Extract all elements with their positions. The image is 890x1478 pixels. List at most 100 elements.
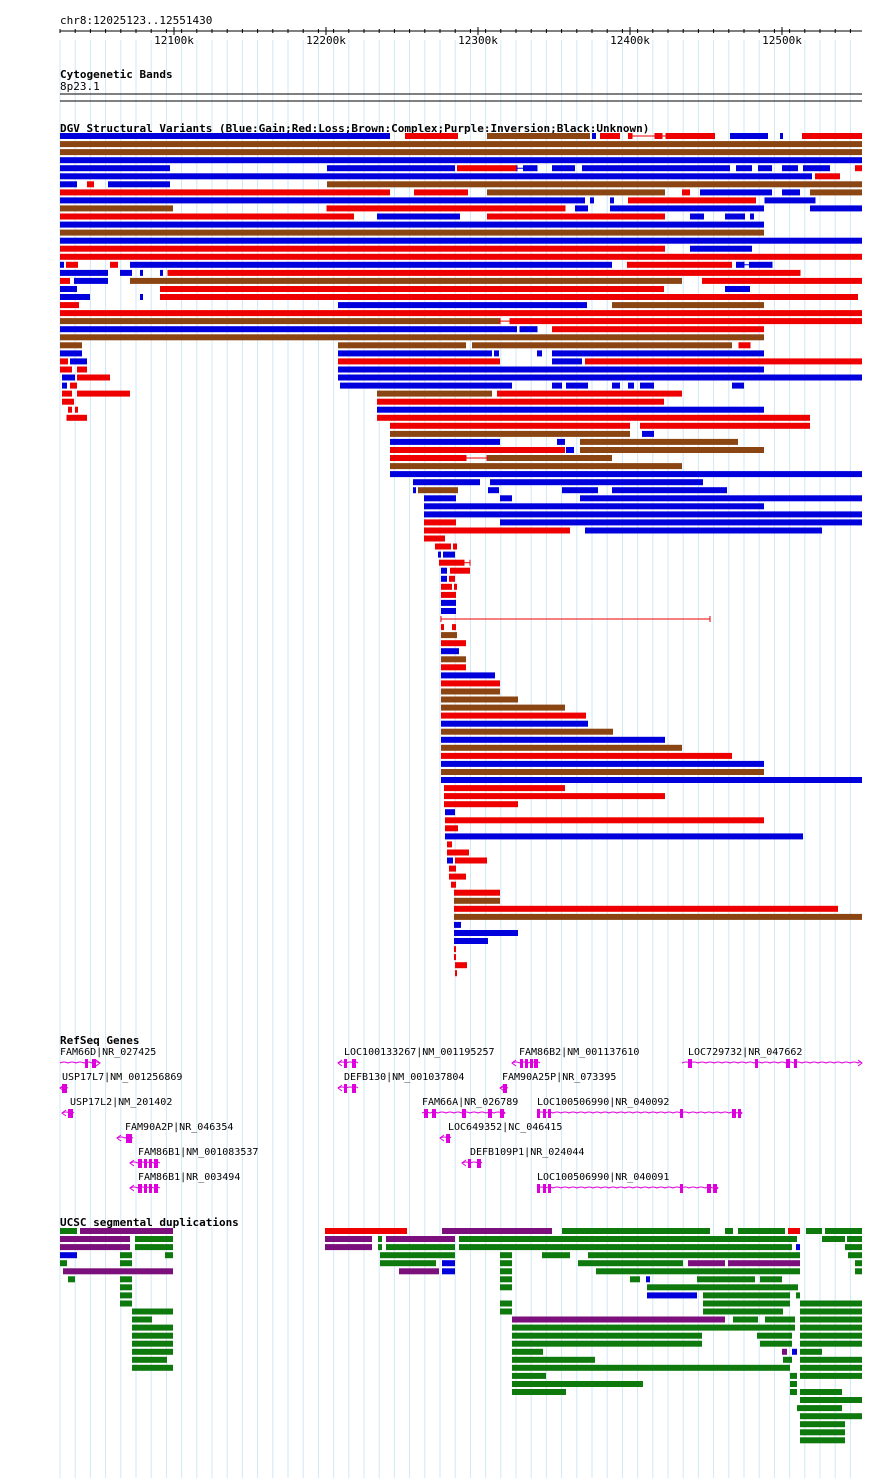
segdup-feature[interactable] bbox=[500, 1260, 512, 1267]
dgv-variant[interactable] bbox=[441, 575, 447, 582]
segdup-feature[interactable] bbox=[512, 1389, 566, 1395]
dgv-variant[interactable] bbox=[424, 511, 862, 518]
dgv-variant[interactable] bbox=[585, 527, 822, 534]
segdup-feature[interactable] bbox=[703, 1300, 790, 1307]
dgv-variant[interactable] bbox=[390, 463, 682, 470]
segdup-feature[interactable] bbox=[760, 1340, 792, 1347]
dgv-variant[interactable] bbox=[736, 261, 744, 268]
segdup-feature[interactable] bbox=[60, 1244, 130, 1251]
dgv-variant[interactable] bbox=[441, 752, 732, 759]
dgv-variant[interactable] bbox=[537, 350, 542, 357]
dgv-variant[interactable] bbox=[782, 189, 800, 196]
dgv-variant[interactable] bbox=[110, 261, 118, 268]
segdup-feature[interactable] bbox=[738, 1228, 785, 1234]
segdup-feature[interactable] bbox=[800, 1389, 842, 1395]
dgv-variant[interactable] bbox=[424, 495, 456, 502]
dgv-variant[interactable] bbox=[610, 197, 614, 204]
dgv-variant[interactable] bbox=[60, 165, 170, 172]
segdup-feature[interactable] bbox=[822, 1236, 845, 1242]
dgv-variant[interactable] bbox=[552, 326, 764, 333]
segdup-feature[interactable] bbox=[60, 1236, 130, 1242]
refseq-gene[interactable]: FAM86B2|NM_001137610 bbox=[511, 1047, 639, 1068]
segdup-feature[interactable] bbox=[800, 1437, 845, 1444]
dgv-variant[interactable] bbox=[414, 189, 468, 196]
dgv-variant[interactable] bbox=[87, 181, 94, 188]
dgv-variant[interactable] bbox=[803, 165, 830, 172]
dgv-variant[interactable] bbox=[810, 189, 862, 196]
dgv-variant[interactable] bbox=[441, 704, 565, 711]
dgv-variant[interactable] bbox=[472, 342, 732, 349]
segdup-feature[interactable] bbox=[512, 1340, 702, 1347]
dgv-variant[interactable] bbox=[449, 873, 466, 880]
segdup-feature[interactable] bbox=[132, 1364, 173, 1371]
segdup-feature[interactable] bbox=[847, 1236, 862, 1242]
dgv-variant[interactable] bbox=[441, 624, 444, 631]
segdup-feature[interactable] bbox=[765, 1316, 795, 1323]
dgv-variant[interactable] bbox=[66, 261, 78, 268]
segdup-feature[interactable] bbox=[512, 1332, 702, 1339]
segdup-feature[interactable] bbox=[800, 1316, 862, 1323]
dgv-variant[interactable] bbox=[60, 261, 64, 268]
dgv-variant[interactable] bbox=[682, 189, 690, 196]
dgv-variant[interactable] bbox=[60, 269, 108, 276]
dgv-variant[interactable] bbox=[758, 165, 772, 172]
refseq-gene[interactable]: DEFB109P1|NR_024044 bbox=[461, 1147, 584, 1168]
dgv-variant[interactable] bbox=[580, 495, 862, 502]
dgv-variant[interactable] bbox=[441, 696, 518, 703]
segdup-feature[interactable] bbox=[800, 1332, 862, 1339]
segdup-feature[interactable] bbox=[135, 1236, 173, 1242]
segdup-feature[interactable] bbox=[800, 1324, 862, 1331]
dgv-variant[interactable] bbox=[612, 382, 620, 389]
dgv-variant[interactable] bbox=[855, 165, 862, 172]
dgv-variant[interactable] bbox=[60, 133, 390, 139]
dgv-variant[interactable] bbox=[566, 382, 588, 389]
dgv-variant[interactable] bbox=[424, 535, 445, 542]
dgv-variant[interactable] bbox=[447, 857, 453, 864]
refseq-gene[interactable]: LOC100506990|NR_040092 bbox=[536, 1097, 743, 1118]
dgv-variant[interactable] bbox=[327, 181, 862, 188]
dgv-variant[interactable] bbox=[60, 141, 862, 148]
segdup-feature[interactable] bbox=[806, 1228, 822, 1234]
dgv-variant[interactable] bbox=[627, 261, 732, 268]
dgv-variant[interactable] bbox=[454, 946, 456, 953]
dgv-variant[interactable] bbox=[338, 366, 764, 373]
dgv-variant[interactable] bbox=[140, 269, 143, 276]
segdup-feature[interactable] bbox=[848, 1252, 862, 1259]
segdup-feature[interactable] bbox=[788, 1228, 800, 1234]
dgv-variant[interactable] bbox=[60, 277, 70, 284]
dgv-variant[interactable] bbox=[62, 398, 74, 405]
dgv-variant[interactable] bbox=[447, 841, 452, 848]
dgv-variant[interactable] bbox=[497, 390, 682, 397]
segdup-feature[interactable] bbox=[855, 1268, 862, 1275]
segdup-feature[interactable] bbox=[60, 1260, 67, 1267]
dgv-variant[interactable] bbox=[441, 712, 586, 719]
dgv-variant[interactable] bbox=[441, 728, 613, 735]
dgv-variant[interactable] bbox=[500, 519, 862, 526]
dgv-variant[interactable] bbox=[782, 165, 798, 172]
segdup-feature[interactable] bbox=[512, 1348, 543, 1355]
dgv-variant[interactable] bbox=[610, 205, 764, 212]
segdup-feature[interactable] bbox=[800, 1308, 862, 1315]
segdup-feature[interactable] bbox=[132, 1348, 173, 1355]
dgv-variant[interactable] bbox=[60, 350, 82, 357]
dgv-variant[interactable] bbox=[552, 350, 764, 357]
dgv-variant[interactable] bbox=[68, 406, 72, 413]
dgv-variant[interactable] bbox=[441, 632, 457, 639]
segdup-feature[interactable] bbox=[800, 1397, 862, 1403]
refseq-gene[interactable]: FAM86B1|NR_003494 bbox=[129, 1172, 240, 1193]
dgv-variant[interactable] bbox=[562, 487, 598, 494]
refseq-gene[interactable]: FAM90A25P|NR_073395 bbox=[499, 1072, 616, 1093]
dgv-variant[interactable] bbox=[418, 487, 458, 494]
dgv-variant[interactable] bbox=[77, 374, 110, 381]
dgv-variant[interactable] bbox=[62, 382, 67, 389]
segdup-feature[interactable] bbox=[512, 1324, 795, 1331]
dgv-variant[interactable] bbox=[77, 390, 130, 397]
segdup-feature[interactable] bbox=[703, 1308, 783, 1315]
segdup-feature[interactable] bbox=[120, 1292, 132, 1299]
dgv-variant[interactable] bbox=[441, 672, 495, 679]
dgv-variant[interactable] bbox=[130, 277, 682, 284]
dgv-variant[interactable] bbox=[628, 133, 632, 139]
dgv-variant[interactable] bbox=[160, 269, 163, 276]
segdup-feature[interactable] bbox=[512, 1372, 546, 1379]
dgv-variant[interactable] bbox=[77, 366, 87, 373]
